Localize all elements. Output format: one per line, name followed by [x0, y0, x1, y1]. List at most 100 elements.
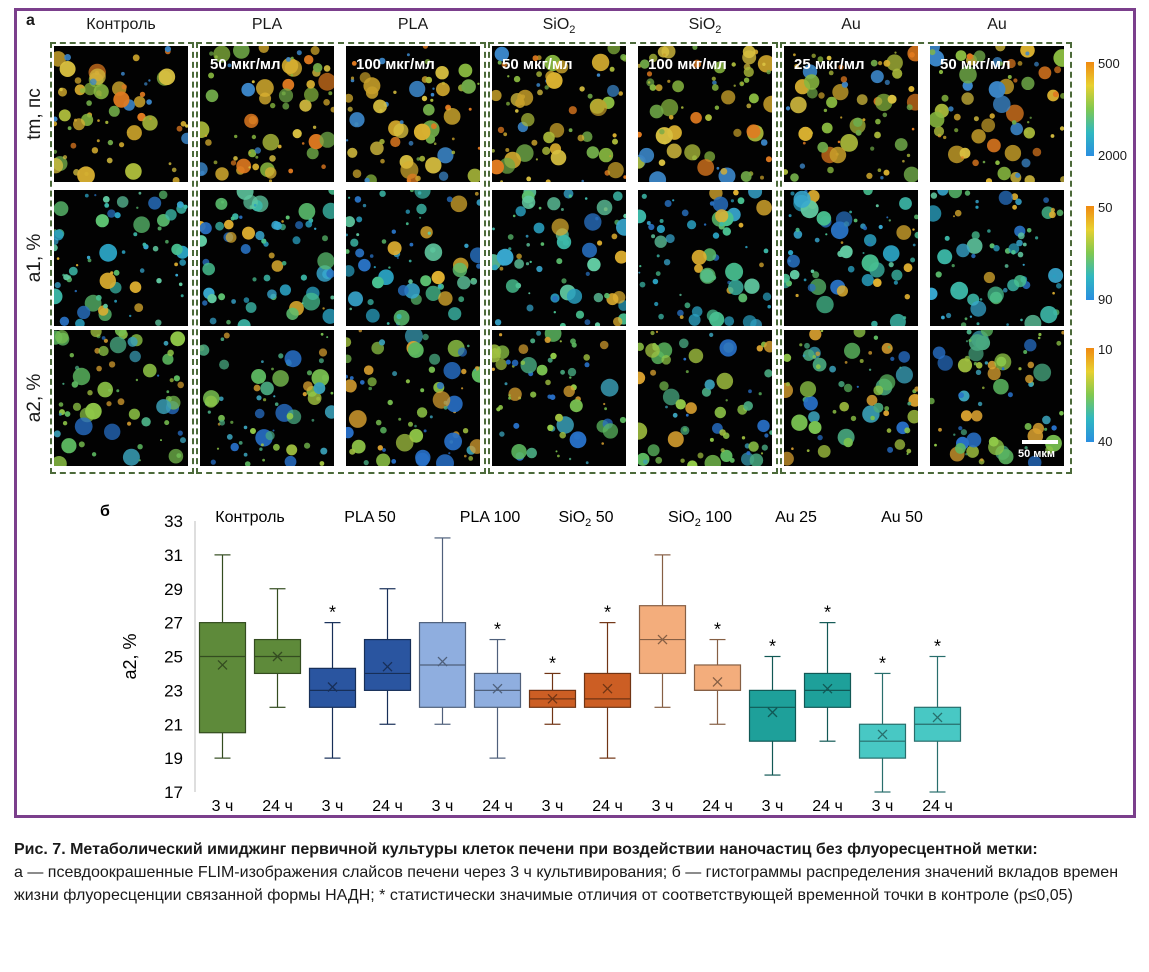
- x-tick-label: 3 ч: [212, 798, 234, 815]
- column-title: PLA: [251, 16, 283, 33]
- group-label: Au 50: [881, 509, 923, 526]
- box: [198, 622, 247, 734]
- flim-image: [200, 190, 334, 326]
- significance-asterisk: *: [824, 603, 831, 623]
- y-tick-label: 25: [164, 648, 183, 667]
- y-tick-label: 23: [164, 681, 183, 700]
- group-label: PLA 50: [344, 509, 396, 526]
- mean-marker: [217, 660, 228, 670]
- group-box-control: [50, 42, 194, 474]
- significance-asterisk: *: [494, 620, 501, 640]
- mean-marker: [657, 634, 668, 645]
- color-scale-max: 500: [1098, 56, 1120, 71]
- caption-body: а — псевдоокрашенные FLIM-изображения сл…: [14, 864, 1119, 904]
- column-header: SiO2: [492, 16, 626, 36]
- column-title: SiO: [542, 16, 570, 33]
- flim-image: [54, 330, 188, 466]
- column-title: Контроль: [86, 16, 156, 33]
- group-label: PLA 100: [460, 509, 521, 526]
- column-header: SiO2: [638, 16, 772, 36]
- concentration-label: 100 мкг/мл: [356, 56, 435, 73]
- flim-image: [930, 330, 1064, 466]
- column-header: PLA: [346, 16, 480, 34]
- flim-image: 50 мкг/мл: [930, 46, 1064, 182]
- flim-image: [492, 190, 626, 326]
- y-tick-label: 31: [164, 546, 183, 565]
- mean-marker: [547, 693, 558, 704]
- group-label: SiO2 100: [668, 509, 732, 529]
- mean-marker: [437, 656, 448, 667]
- x-tick-label: 3 ч: [432, 798, 454, 815]
- color-scale-bar: [1086, 348, 1094, 442]
- flim-image: 50 мкг/мл: [492, 46, 626, 182]
- flim-image: [638, 330, 772, 466]
- column-title: PLA: [397, 16, 429, 33]
- color-scale-max: 10: [1098, 342, 1113, 357]
- y-tick-label: 27: [164, 614, 183, 633]
- x-tick-label: 24 ч: [592, 798, 623, 815]
- box: [363, 638, 412, 691]
- y-tick-label: 21: [164, 715, 183, 734]
- x-tick-label: 24 ч: [922, 798, 953, 815]
- concentration-label: 50 мкг/мл: [940, 56, 1011, 73]
- x-tick-label: 24 ч: [482, 798, 513, 815]
- panel-b-letter: б: [100, 503, 110, 520]
- significance-asterisk: *: [934, 637, 941, 657]
- x-tick-label: 24 ч: [262, 798, 293, 815]
- color-scale-min: 40: [1098, 434, 1113, 449]
- flim-image: 100 мкг/мл: [638, 46, 772, 182]
- color-scale-bar: [1086, 206, 1094, 300]
- mean-marker: [822, 683, 833, 694]
- significance-asterisk: *: [879, 653, 886, 673]
- box: [748, 689, 797, 742]
- column-header: Контроль: [54, 16, 188, 34]
- group-box-sio2: [488, 42, 778, 474]
- panel-a-letter: а: [26, 12, 35, 29]
- y-tick-label: 29: [164, 580, 183, 599]
- flim-image: [784, 330, 918, 466]
- flim-image: [346, 330, 480, 466]
- y-tick-label: 19: [164, 749, 183, 768]
- column-title: SiO: [688, 16, 716, 33]
- column-title: Au: [987, 16, 1007, 33]
- flim-image: [492, 330, 626, 466]
- column-title: Au: [841, 16, 861, 33]
- figure-caption: Рис. 7. Метаболический имиджинг первично…: [14, 838, 1136, 907]
- scale-bar-label: 50 мкм: [1018, 448, 1056, 460]
- mean-marker: [492, 683, 503, 694]
- color-scale-max: 50: [1098, 200, 1113, 215]
- color-scale-bar: [1086, 62, 1094, 156]
- group-box-au: [780, 42, 1072, 474]
- y-tick-label: 33: [164, 512, 183, 531]
- group-label: Au 25: [775, 509, 817, 526]
- x-tick-label: 3 ч: [872, 798, 894, 815]
- mean-marker: [602, 683, 613, 694]
- significance-asterisk: *: [604, 603, 611, 623]
- mean-marker: [932, 712, 943, 723]
- concentration-label: 50 мкг/мл: [502, 56, 573, 73]
- mean-marker: [712, 676, 723, 687]
- column-header: Au: [784, 16, 918, 34]
- flim-image: [784, 190, 918, 326]
- flim-image: 50 мкг/мл: [200, 46, 334, 182]
- flim-image: 25 мкг/мл: [784, 46, 918, 182]
- x-tick-label: 3 ч: [322, 798, 344, 815]
- significance-asterisk: *: [714, 620, 721, 640]
- group-box-pla: [196, 42, 486, 474]
- flim-image: [200, 330, 334, 466]
- x-tick-label: 24 ч: [812, 798, 843, 815]
- x-tick-label: 24 ч: [372, 798, 403, 815]
- mean-marker: [382, 661, 393, 672]
- x-tick-label: 24 ч: [702, 798, 733, 815]
- flim-image: [54, 190, 188, 326]
- flim-image: [930, 190, 1064, 326]
- concentration-label: 25 мкг/мл: [794, 56, 865, 73]
- mean-marker: [272, 651, 283, 662]
- column-header: Au: [930, 16, 1064, 34]
- column-title-subscript: 2: [569, 24, 576, 37]
- mean-marker: [877, 729, 888, 740]
- x-tick-label: 3 ч: [542, 798, 564, 815]
- concentration-label: 100 мкг/мл: [648, 56, 727, 73]
- figure-frame: [14, 8, 1136, 818]
